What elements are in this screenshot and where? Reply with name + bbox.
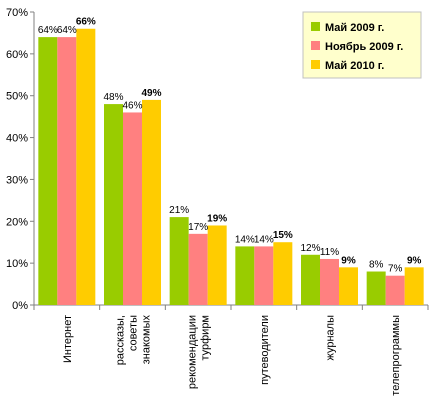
- category-label-line: знакомых: [141, 315, 153, 365]
- bar: [254, 246, 274, 305]
- category-label-line: рекомендации: [187, 315, 199, 389]
- category-label: рекомендациитурфирм: [187, 315, 212, 389]
- bar: [123, 112, 142, 305]
- bar: [57, 37, 77, 305]
- data-label: 11%: [320, 247, 339, 258]
- legend-swatch: [311, 41, 320, 50]
- y-tick-label: 70%: [6, 7, 28, 19]
- y-tick-label: 10%: [6, 258, 28, 270]
- bar: [301, 254, 320, 305]
- data-label: 14%: [235, 234, 255, 245]
- bar: [366, 271, 386, 305]
- bar: [38, 37, 58, 305]
- category-label-line: телепрограммы: [390, 315, 402, 396]
- data-label: 12%: [300, 243, 320, 254]
- y-tick-label: 20%: [6, 216, 28, 228]
- category-label-line: советы: [128, 315, 140, 351]
- x-axis: [33, 304, 429, 310]
- data-label: 14%: [254, 234, 274, 245]
- y-tick-label: 40%: [6, 133, 28, 145]
- data-label: 48%: [103, 92, 123, 103]
- category-label-line: Интернет: [62, 315, 74, 363]
- data-label: 21%: [169, 205, 189, 216]
- bar: [385, 275, 405, 305]
- bar: [404, 267, 424, 305]
- data-label: 49%: [141, 88, 161, 99]
- bar: [104, 104, 123, 305]
- y-tick-label: 50%: [6, 91, 28, 103]
- y-axis: 0% 10% 20% 30% 40% 50% 60% 70%: [6, 7, 35, 312]
- y-tick-label: 30%: [6, 174, 28, 186]
- data-label: 64%: [57, 25, 77, 36]
- category-label: рассказы,советызнакомых: [115, 315, 153, 366]
- category-label: журналы: [325, 315, 337, 361]
- bar: [320, 258, 339, 305]
- bar: [142, 99, 161, 306]
- category-label-line: турфирм: [200, 315, 212, 361]
- bar: [273, 242, 293, 305]
- data-label: 64%: [38, 25, 58, 36]
- y-tick-label: 60%: [6, 49, 28, 61]
- data-label: 46%: [122, 100, 142, 111]
- y-tick-label: 0%: [12, 300, 28, 312]
- legend: Май 2009 г. Ноябрь 2009 г. Май 2010 г.: [302, 11, 422, 79]
- legend-label: Ноябрь 2009 г.: [325, 41, 403, 53]
- bar: [339, 267, 358, 305]
- data-label: 9%: [341, 255, 356, 266]
- data-label: 9%: [407, 255, 422, 266]
- bar: [76, 28, 96, 305]
- legend-label: Май 2010 г.: [325, 60, 384, 72]
- data-label: 7%: [388, 264, 403, 275]
- data-labels: 64%64%66%48%46%49%21%17%19%14%14%15%12% 1…: [38, 17, 422, 275]
- legend-box: [302, 11, 422, 79]
- bar: [188, 233, 208, 305]
- bar: [169, 217, 189, 305]
- legend-swatch: [311, 60, 320, 69]
- category-label-line: рассказы,: [115, 315, 127, 365]
- bars: [38, 28, 424, 306]
- legend-label: Май 2009 г.: [325, 22, 384, 34]
- data-label: 15%: [273, 230, 293, 241]
- category-label: Интернет: [62, 315, 74, 363]
- category-label-line: журналы: [325, 315, 337, 361]
- legend-swatch: [311, 22, 320, 31]
- category-label-line: путеводители: [259, 315, 271, 385]
- category-label: телепрограммы: [390, 315, 402, 396]
- data-label: 8%: [369, 260, 384, 271]
- data-label: 66%: [76, 17, 96, 28]
- bar: [235, 246, 255, 305]
- category-labels: Интернет рассказы,советызнакомых рекоменда…: [62, 315, 402, 396]
- bar: [207, 225, 227, 305]
- data-label: 19%: [207, 213, 227, 224]
- data-label: 17%: [188, 222, 208, 233]
- category-label: путеводители: [259, 315, 271, 385]
